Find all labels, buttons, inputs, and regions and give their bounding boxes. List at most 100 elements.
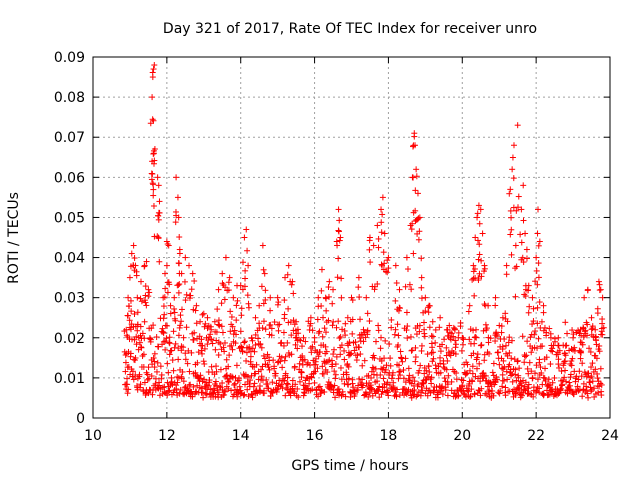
data-point <box>524 338 531 345</box>
data-point <box>508 337 515 344</box>
data-point <box>536 356 543 363</box>
data-point <box>573 373 580 380</box>
data-point <box>585 370 592 377</box>
data-point <box>275 299 282 306</box>
data-point <box>592 326 599 333</box>
data-point <box>283 380 290 387</box>
data-point <box>460 377 467 384</box>
data-point <box>146 289 153 296</box>
data-point <box>281 315 288 322</box>
data-point <box>596 342 603 349</box>
data-point <box>489 387 496 394</box>
y-tick-label: 0.08 <box>54 90 85 106</box>
data-point <box>316 348 323 355</box>
data-point <box>266 331 273 338</box>
data-point <box>412 207 419 214</box>
data-point <box>391 331 398 338</box>
data-point <box>535 242 542 249</box>
data-point <box>375 386 382 393</box>
data-point <box>525 309 532 316</box>
data-point <box>204 341 211 348</box>
data-point <box>598 381 605 388</box>
data-point <box>406 281 413 288</box>
data-point <box>208 336 215 343</box>
data-point <box>218 300 225 307</box>
data-point <box>415 381 422 388</box>
data-point <box>428 332 435 339</box>
data-point <box>444 392 451 399</box>
data-point <box>382 366 389 373</box>
data-point <box>444 381 451 388</box>
data-point <box>359 382 366 389</box>
data-point <box>428 349 435 356</box>
data-point <box>492 294 499 301</box>
data-point <box>423 367 430 374</box>
data-point <box>541 324 548 331</box>
data-point <box>258 344 265 351</box>
data-point <box>385 392 392 399</box>
data-point <box>149 391 156 398</box>
data-point <box>492 338 499 345</box>
data-point <box>593 355 600 362</box>
data-point <box>287 392 294 399</box>
data-point <box>369 364 376 371</box>
data-point <box>355 284 362 291</box>
data-point <box>429 333 436 340</box>
data-point <box>269 379 276 386</box>
data-point <box>211 318 218 325</box>
data-point <box>252 341 259 348</box>
data-point <box>203 391 210 398</box>
data-point <box>494 349 501 356</box>
data-point <box>330 387 337 394</box>
data-point <box>197 375 204 382</box>
data-point <box>353 357 360 364</box>
data-point <box>490 392 497 399</box>
data-point <box>522 230 529 237</box>
data-point <box>329 300 336 307</box>
data-point <box>569 327 576 334</box>
data-point <box>325 317 332 324</box>
data-point <box>486 387 493 394</box>
data-point <box>397 348 404 355</box>
data-point <box>459 382 466 389</box>
data-point <box>221 391 228 398</box>
data-point <box>296 360 303 367</box>
data-point <box>510 175 517 182</box>
data-point <box>439 391 446 398</box>
data-point <box>270 357 277 364</box>
data-point <box>217 340 224 347</box>
data-point <box>271 319 278 326</box>
data-point <box>506 190 513 197</box>
data-point <box>525 287 532 294</box>
data-point <box>153 368 160 375</box>
data-point <box>452 393 459 400</box>
data-point <box>160 330 167 337</box>
data-point <box>326 278 333 285</box>
data-point <box>166 387 173 394</box>
data-point <box>364 310 371 317</box>
data-point <box>482 372 489 379</box>
data-point <box>213 382 220 389</box>
data-point <box>311 379 318 386</box>
data-point <box>374 280 381 287</box>
data-point <box>465 308 472 315</box>
data-point <box>577 326 584 333</box>
data-point <box>337 364 344 371</box>
data-point <box>306 326 313 333</box>
data-point <box>360 326 367 333</box>
data-point <box>526 303 533 310</box>
data-point <box>588 314 595 321</box>
data-point <box>288 351 295 358</box>
data-point <box>414 190 421 197</box>
data-point <box>589 360 596 367</box>
data-point <box>464 387 471 394</box>
data-point <box>180 344 187 351</box>
data-point <box>528 349 535 356</box>
data-point <box>237 328 244 335</box>
data-point <box>357 316 364 323</box>
data-point <box>239 286 246 293</box>
data-point <box>370 352 377 359</box>
data-point <box>290 290 297 297</box>
data-point <box>404 323 411 330</box>
data-point <box>366 246 373 253</box>
